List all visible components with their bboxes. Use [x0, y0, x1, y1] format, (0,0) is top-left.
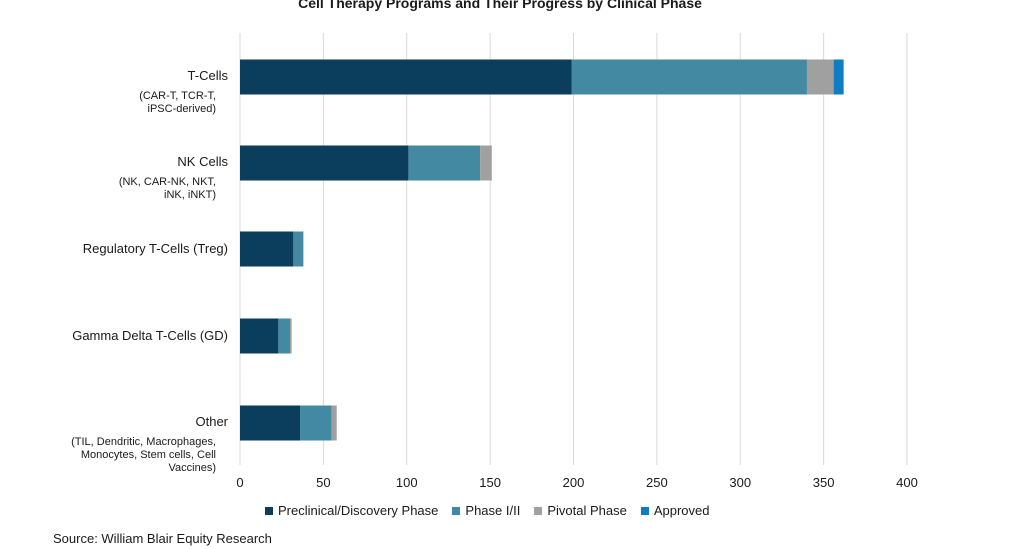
category-label: Other	[195, 414, 228, 429]
category-label: T-Cells	[187, 68, 228, 83]
category-sublabel: (NK, CAR-NK, NKT, iNK, iNKT)	[118, 176, 216, 201]
x-tick-label: 300	[729, 475, 751, 490]
bar-segment	[278, 318, 291, 354]
bar-segment	[293, 231, 304, 267]
category-label: NK Cells	[177, 154, 228, 169]
chart-title: Cell Therapy Programs and Their Progress…	[298, 0, 702, 11]
legend-item: Approved	[640, 503, 710, 518]
bar-segment	[240, 59, 572, 95]
legend-swatch	[534, 506, 543, 515]
chart-legend: Preclinical/Discovery Phase Phase I/II Piv…	[265, 503, 709, 518]
legend-item: Pivotal Phase	[534, 503, 627, 518]
x-tick-label: 250	[646, 475, 668, 490]
bar-segment	[290, 318, 292, 354]
bar-segment	[300, 405, 332, 441]
bar-segment	[408, 145, 481, 181]
bar-segment	[240, 318, 279, 354]
bar-segment	[571, 59, 807, 95]
legend-label: Approved	[653, 503, 710, 518]
bar-segment	[240, 145, 409, 181]
bar-segment	[331, 405, 337, 441]
x-tick-label: 100	[396, 475, 418, 490]
category-sublabel: (TIL, Dendritic, Macrophages, Monocytes, …	[71, 436, 216, 474]
x-tick-label: 50	[316, 475, 330, 490]
legend-label: Pivotal Phase	[547, 503, 627, 518]
x-tick-label: 200	[563, 475, 585, 490]
legend-label: Preclinical/Discovery Phase	[278, 503, 439, 518]
source-note: Source: William Blair Equity Research	[53, 531, 272, 546]
category-label: Regulatory T-Cells (Treg)	[82, 241, 228, 256]
bar-chart: 0 50 100 150 200 250 300 350 400	[236, 33, 918, 490]
legend-swatch	[265, 506, 273, 515]
bar-segment	[806, 59, 834, 95]
legend-label: Phase I/II	[465, 503, 521, 518]
legend-item: Phase I/II	[452, 503, 520, 518]
x-tick-label: 150	[479, 475, 501, 490]
bar-segment	[240, 231, 294, 267]
bar-segment	[240, 405, 301, 441]
x-tick-label: 0	[236, 475, 243, 490]
category-sublabel: (CAR-T, TCR-T, iPSC-derived)	[139, 90, 216, 115]
legend-item: Preclinical/Discovery Phase	[265, 503, 438, 518]
bar-segment	[480, 145, 492, 181]
category-label: Gamma Delta T-Cells (GD)	[72, 328, 228, 343]
legend-swatch	[452, 506, 461, 515]
bar-segment	[833, 59, 844, 95]
legend-swatch	[640, 506, 649, 515]
x-tick-label: 400	[896, 475, 918, 490]
x-tick-label: 350	[813, 475, 835, 490]
